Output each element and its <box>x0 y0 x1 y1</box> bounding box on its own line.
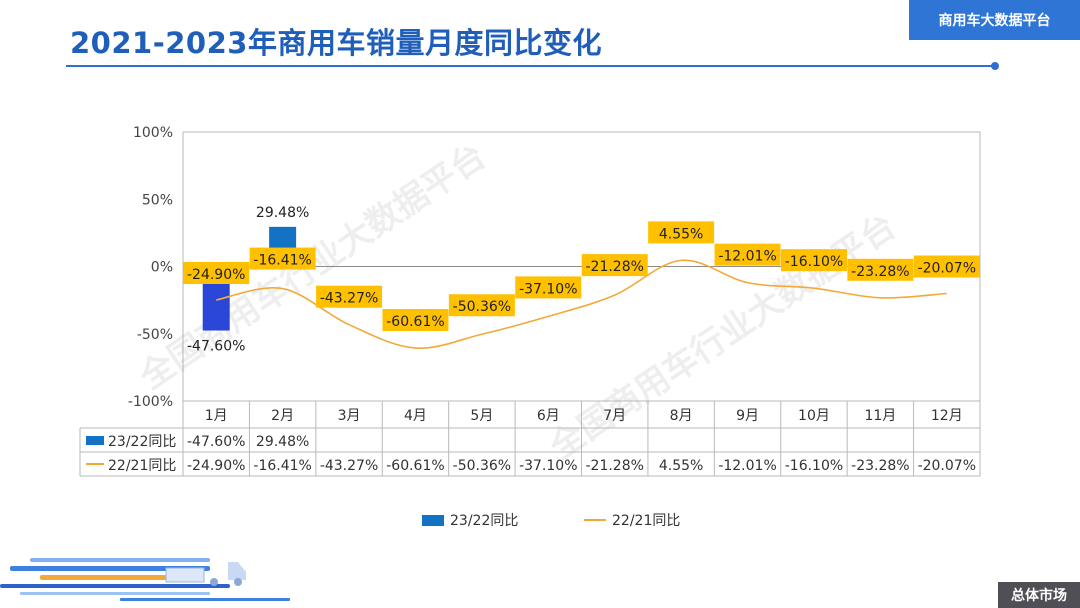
table-row-header: 23/22同比 <box>108 434 176 450</box>
x-category-label: 9月 <box>736 408 759 424</box>
line-label-box <box>448 294 515 317</box>
line-label-box <box>780 249 847 272</box>
line-label-box <box>581 254 648 277</box>
title-divider <box>66 65 996 67</box>
legend-swatch-bar <box>422 515 444 526</box>
line-data-label: 4.55% <box>659 226 703 242</box>
table-cell: -21.28% <box>585 458 643 474</box>
table-cell: -16.10% <box>785 458 843 474</box>
line-data-label: -50.36% <box>453 299 511 315</box>
legend-label: 23/22同比 <box>450 513 518 529</box>
series-line-22-21 <box>216 259 947 349</box>
truck-decoration <box>0 558 290 601</box>
table-row-header: 22/21同比 <box>108 458 176 474</box>
bar-data-label: -47.60% <box>187 339 245 355</box>
x-category-label: 12月 <box>931 408 963 424</box>
table-cell: -16.41% <box>253 458 311 474</box>
x-category-label: 2月 <box>271 408 294 424</box>
table-cell: -37.10% <box>519 458 577 474</box>
y-tick-label: 0% <box>151 260 173 276</box>
line-label-box <box>382 309 449 332</box>
line-data-label: -20.07% <box>918 260 976 276</box>
y-tick-label: 100% <box>133 125 173 141</box>
line-label-box <box>913 255 980 278</box>
legend-label: 22/21同比 <box>612 513 680 529</box>
line-data-label: -21.28% <box>585 259 643 275</box>
x-category-label: 11月 <box>864 408 896 424</box>
line-data-label: -16.41% <box>253 253 311 269</box>
table-cell: -23.28% <box>851 458 909 474</box>
line-label-box <box>515 276 582 299</box>
legend-swatch-bar <box>86 436 104 445</box>
divider-end-dot <box>991 62 999 70</box>
x-category-label: 1月 <box>205 408 228 424</box>
line-label-box <box>714 243 781 266</box>
table-cell: -20.07% <box>918 458 976 474</box>
table-cell: -24.90% <box>187 458 245 474</box>
x-category-label: 3月 <box>338 408 361 424</box>
line-label-box <box>316 285 383 308</box>
section-tag: 总体市场 <box>998 582 1080 608</box>
page-title: 2021-2023年商用车销量月度同比变化 <box>70 26 602 60</box>
x-category-label: 5月 <box>470 408 493 424</box>
line-data-label: -60.61% <box>386 314 444 330</box>
x-category-label: 8月 <box>670 408 693 424</box>
line-data-label: -12.01% <box>718 249 776 265</box>
line-data-label: -24.90% <box>187 267 245 283</box>
line-label-box <box>847 258 914 281</box>
table-cell: 4.55% <box>659 458 703 474</box>
x-category-label: 6月 <box>537 408 560 424</box>
x-category-label: 4月 <box>404 408 427 424</box>
table-cell: -50.36% <box>453 458 511 474</box>
line-data-label: -37.10% <box>519 281 577 297</box>
brand-badge: 商用车大数据平台 <box>909 0 1080 40</box>
line-label-box <box>249 247 316 270</box>
x-category-label: 10月 <box>798 408 830 424</box>
table-cell: -43.27% <box>320 458 378 474</box>
bar-data-label: 29.48% <box>256 205 309 221</box>
x-category-label: 7月 <box>603 408 626 424</box>
table-cell: -60.61% <box>386 458 444 474</box>
table-cell: -47.60% <box>187 434 245 450</box>
y-tick-label: 50% <box>142 192 173 208</box>
line-label-box <box>183 261 250 284</box>
y-tick-label: -100% <box>128 394 173 410</box>
line-data-label: -16.10% <box>785 254 843 270</box>
line-label-box <box>648 221 715 244</box>
y-tick-label: -50% <box>137 327 173 343</box>
line-data-label: -43.27% <box>320 291 378 307</box>
table-cell: -12.01% <box>718 458 776 474</box>
table-cell: 29.48% <box>256 434 309 450</box>
line-data-label: -23.28% <box>851 264 909 280</box>
